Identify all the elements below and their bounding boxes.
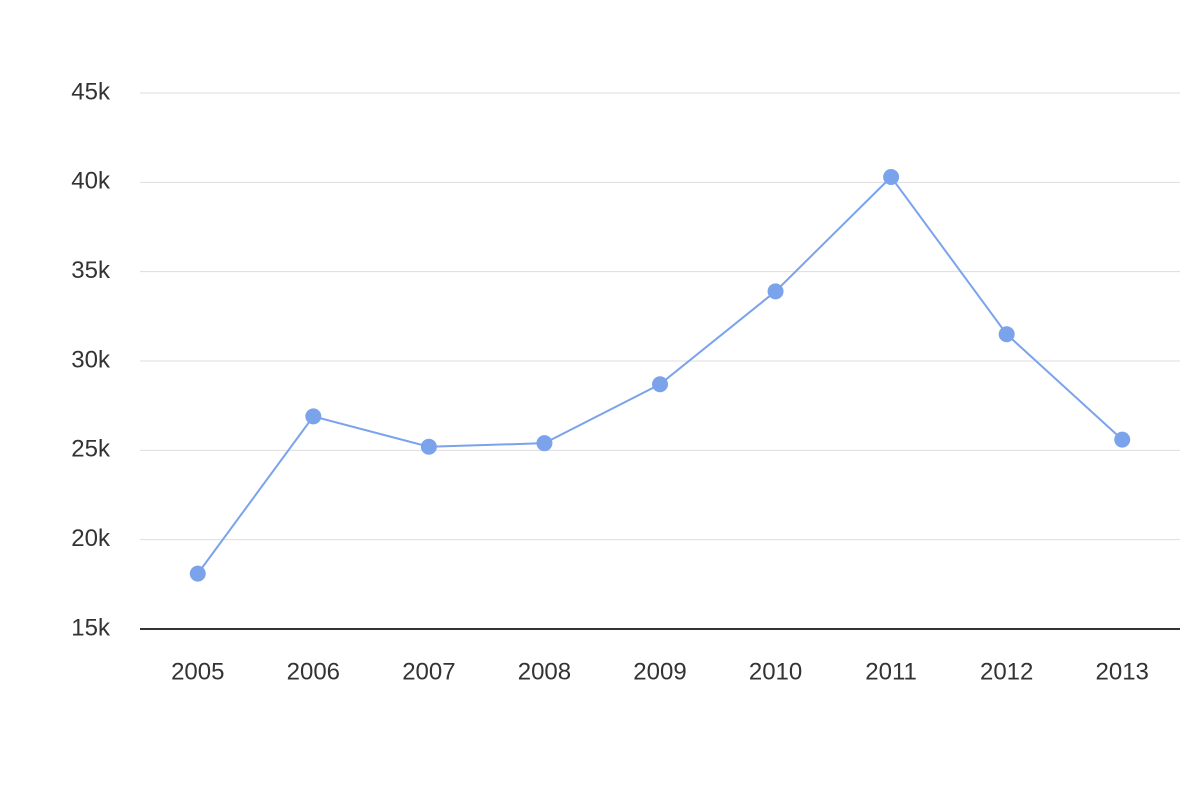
x-tick-label: 2009 bbox=[633, 658, 686, 685]
x-tick-label: 2013 bbox=[1096, 658, 1149, 685]
line bbox=[196, 175, 1123, 575]
point bbox=[536, 435, 553, 452]
point bbox=[305, 408, 322, 425]
x-tick-label: 2012 bbox=[980, 658, 1033, 685]
point bbox=[420, 438, 437, 455]
y-tick-label: 20k bbox=[71, 525, 111, 552]
x-tick-label: 2005 bbox=[171, 658, 224, 685]
y-tick-label: 35k bbox=[71, 257, 111, 284]
point bbox=[652, 376, 668, 393]
y-tick-label: 15k bbox=[71, 614, 111, 641]
point bbox=[767, 283, 784, 300]
point bbox=[883, 168, 900, 185]
point bbox=[998, 326, 1015, 343]
y-tick-label: 30k bbox=[71, 346, 111, 373]
point bbox=[189, 565, 206, 582]
x-tick-label: 2011 bbox=[865, 658, 917, 685]
x-tick-label: 2006 bbox=[287, 658, 340, 685]
y-tick-label: 45k bbox=[71, 78, 111, 105]
y-tick-label: 40k bbox=[71, 168, 111, 195]
y-tick-label: 25k bbox=[71, 436, 111, 463]
x-tick-label: 2007 bbox=[402, 658, 455, 685]
point bbox=[1114, 431, 1131, 448]
x-tick-label: 2010 bbox=[749, 658, 802, 685]
x-tick-label: 2008 bbox=[518, 658, 571, 685]
